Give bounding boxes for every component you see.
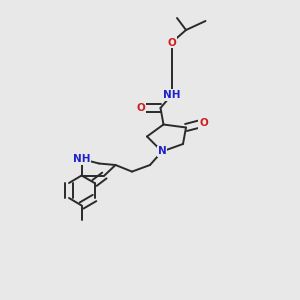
Text: O: O — [167, 38, 176, 48]
Text: O: O — [136, 103, 146, 113]
Text: O: O — [199, 118, 208, 128]
Text: NH: NH — [73, 154, 90, 164]
Text: NH: NH — [163, 90, 180, 100]
Text: N: N — [158, 146, 166, 157]
